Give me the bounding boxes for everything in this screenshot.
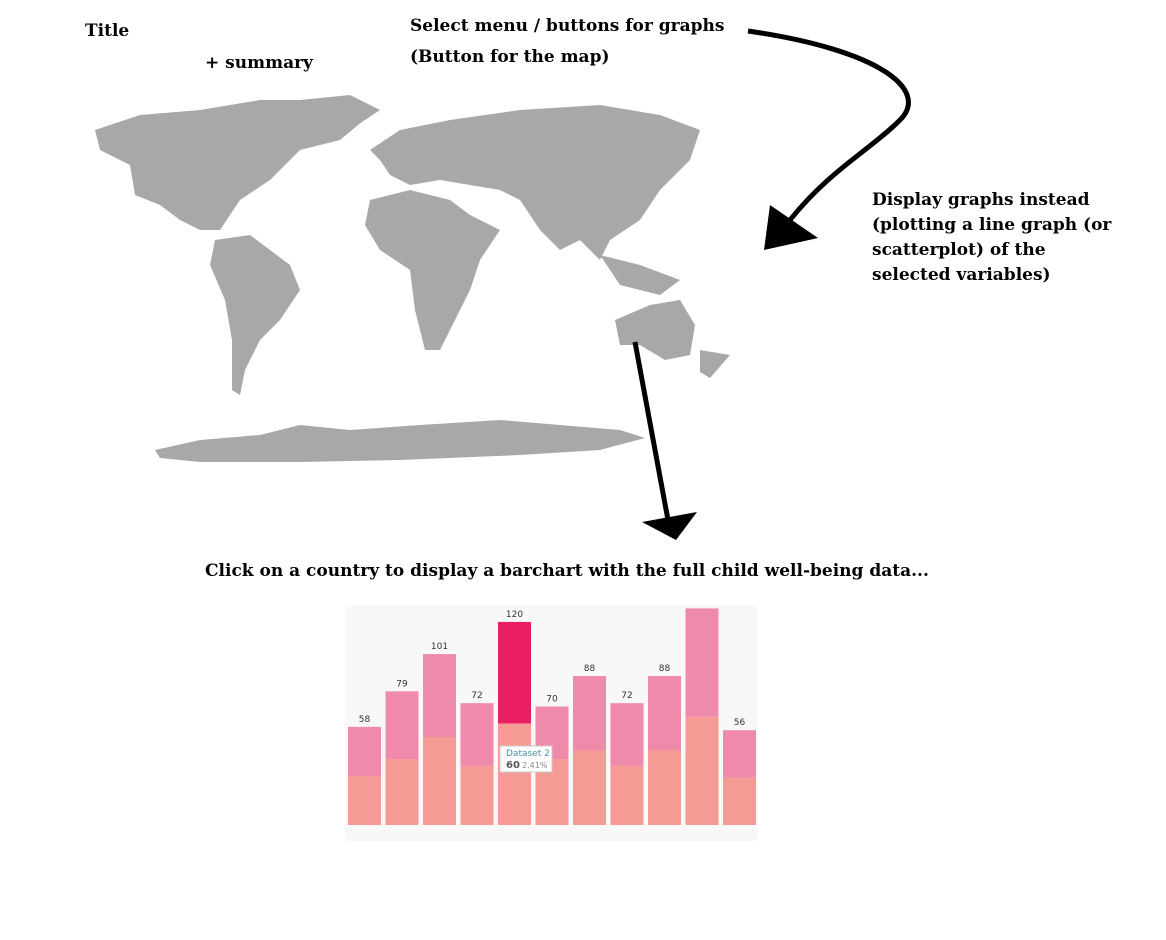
bar-segment xyxy=(498,723,531,825)
total-label: 56 xyxy=(734,718,746,728)
graphs-note: Display graphs instead xyxy=(872,190,1090,210)
arrow-head xyxy=(764,205,818,250)
total-label: 79 xyxy=(396,679,408,689)
summary: + summary xyxy=(205,53,314,73)
bar-segment xyxy=(610,765,644,825)
bar-segment xyxy=(385,691,419,759)
total-label: 88 xyxy=(584,664,596,674)
bar-segment xyxy=(498,621,531,724)
menu-note: (Button for the map) xyxy=(410,47,610,67)
tooltip xyxy=(499,745,553,773)
menu-note: Select menu / buttons for graphs xyxy=(410,16,724,36)
bar-segment xyxy=(648,676,681,751)
bar-segment xyxy=(460,703,494,766)
arrow-head xyxy=(642,512,697,540)
tooltip-series: Dataset 2 xyxy=(506,749,550,759)
total-label: 101 xyxy=(431,642,448,652)
bar-segment xyxy=(723,777,756,825)
total-label: 120 xyxy=(506,610,523,620)
total-label: 72 xyxy=(621,691,632,701)
world-map xyxy=(95,95,730,462)
bar-segment xyxy=(460,765,494,825)
click-note: Click on a country to display a barchart… xyxy=(205,561,929,581)
graphs-note: scatterplot) of the xyxy=(872,240,1046,260)
bar-segment xyxy=(385,759,419,825)
arrows xyxy=(632,28,911,521)
tooltip-value: 60 xyxy=(506,760,520,771)
total-label: 70 xyxy=(546,695,558,705)
bar-segment xyxy=(573,676,606,751)
bar-segment xyxy=(685,608,719,717)
bar-segment xyxy=(423,654,456,737)
bar-segment xyxy=(423,737,456,825)
total-label: 58 xyxy=(359,715,371,725)
graphs-note: selected variables) xyxy=(872,265,1051,285)
tooltip-percent: 2.41% xyxy=(522,761,548,770)
total-label: 72 xyxy=(471,691,482,701)
bar-segment xyxy=(573,750,606,825)
title: Title xyxy=(85,21,129,41)
graphs-note: (plotting a line graph (or xyxy=(872,215,1112,235)
total-label: 88 xyxy=(659,664,671,674)
bar-segment xyxy=(348,726,381,776)
bar-segment xyxy=(723,730,756,778)
bar-segment xyxy=(348,775,381,825)
bar-segment xyxy=(685,716,719,825)
bar-segment xyxy=(610,703,644,766)
bar-segment xyxy=(648,750,681,825)
bar-chart: 58 79 101 72 120 70 88 72 88 56 Dataset 260 2.41% xyxy=(348,608,756,825)
